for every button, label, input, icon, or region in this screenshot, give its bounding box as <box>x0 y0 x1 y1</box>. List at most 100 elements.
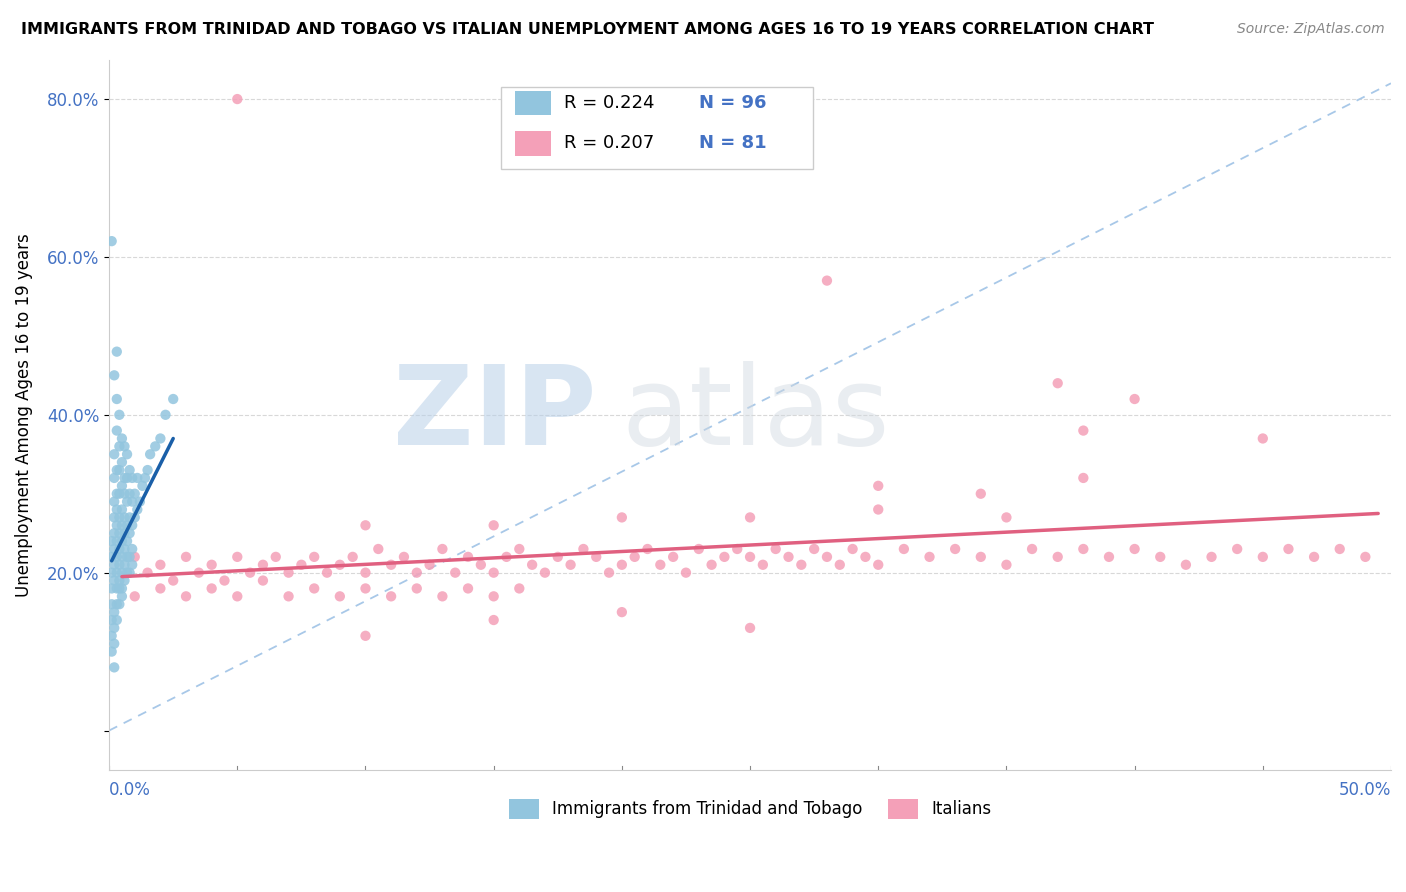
Point <box>508 541 530 556</box>
Point <box>118 510 141 524</box>
Point <box>128 494 150 508</box>
Point <box>139 447 162 461</box>
Point <box>100 613 122 627</box>
Point <box>329 558 352 572</box>
FancyBboxPatch shape <box>516 131 551 155</box>
Text: 0.0%: 0.0% <box>110 781 150 799</box>
Point <box>354 566 377 580</box>
Point <box>111 534 134 549</box>
Point <box>405 566 427 580</box>
Point <box>688 541 710 556</box>
Point <box>103 660 125 674</box>
Point <box>1174 558 1197 572</box>
Point <box>354 629 377 643</box>
Point <box>1046 549 1069 564</box>
Point <box>790 558 813 572</box>
Point <box>277 566 299 580</box>
Point <box>1098 549 1121 564</box>
Point <box>136 463 159 477</box>
Point <box>114 510 136 524</box>
Point <box>100 597 122 611</box>
Text: N = 81: N = 81 <box>699 134 766 152</box>
FancyBboxPatch shape <box>516 91 551 115</box>
Point <box>111 549 134 564</box>
Point <box>970 549 993 564</box>
Text: Source: ZipAtlas.com: Source: ZipAtlas.com <box>1237 22 1385 37</box>
Point <box>302 549 325 564</box>
Point <box>118 463 141 477</box>
Point <box>738 510 761 524</box>
Point <box>111 455 134 469</box>
Point <box>124 549 146 564</box>
Point <box>650 558 672 572</box>
Point <box>143 439 166 453</box>
Point <box>105 424 128 438</box>
Point <box>610 558 633 572</box>
Point <box>103 605 125 619</box>
Point <box>114 574 136 588</box>
Point <box>100 582 122 596</box>
Point <box>111 566 134 580</box>
Point <box>752 558 775 572</box>
Point <box>121 471 143 485</box>
Point <box>995 510 1018 524</box>
Point <box>115 471 138 485</box>
Point <box>105 534 128 549</box>
Point <box>1251 432 1274 446</box>
Point <box>115 549 138 564</box>
Point <box>127 471 149 485</box>
Point <box>354 518 377 533</box>
Point <box>868 479 890 493</box>
Point <box>1303 549 1326 564</box>
Point <box>108 597 131 611</box>
Point <box>127 502 149 516</box>
Point <box>610 510 633 524</box>
Point <box>103 574 125 588</box>
Point <box>114 558 136 572</box>
Point <box>277 590 299 604</box>
Point <box>623 549 645 564</box>
Point <box>201 558 224 572</box>
Point <box>868 502 890 516</box>
Point <box>118 487 141 501</box>
Point <box>560 558 582 572</box>
Text: IMMIGRANTS FROM TRINIDAD AND TOBAGO VS ITALIAN UNEMPLOYMENT AMONG AGES 16 TO 19 : IMMIGRANTS FROM TRINIDAD AND TOBAGO VS I… <box>21 22 1154 37</box>
Point <box>482 613 505 627</box>
Point <box>547 549 569 564</box>
Point <box>121 558 143 572</box>
Point <box>105 518 128 533</box>
Text: R = 0.224: R = 0.224 <box>564 94 655 112</box>
Point <box>136 566 159 580</box>
Point <box>1354 549 1376 564</box>
Point <box>970 487 993 501</box>
Point <box>738 621 761 635</box>
Point <box>252 574 274 588</box>
Point <box>134 471 156 485</box>
Point <box>444 566 467 580</box>
Point <box>105 566 128 580</box>
Point <box>290 558 312 572</box>
Point <box>201 582 224 596</box>
Point <box>868 558 890 572</box>
Point <box>495 549 517 564</box>
Point <box>380 590 402 604</box>
Point <box>103 471 125 485</box>
Point <box>115 534 138 549</box>
Point <box>105 502 128 516</box>
Point <box>380 558 402 572</box>
Point <box>114 487 136 501</box>
Text: R = 0.207: R = 0.207 <box>564 134 654 152</box>
Point <box>995 558 1018 572</box>
Point <box>508 582 530 596</box>
Point <box>482 566 505 580</box>
Point <box>108 541 131 556</box>
Point <box>121 518 143 533</box>
Point <box>316 566 339 580</box>
Point <box>108 463 131 477</box>
Point <box>1073 471 1095 485</box>
Point <box>105 487 128 501</box>
Point <box>103 541 125 556</box>
Point <box>828 558 851 572</box>
Point <box>105 549 128 564</box>
Point <box>214 574 236 588</box>
